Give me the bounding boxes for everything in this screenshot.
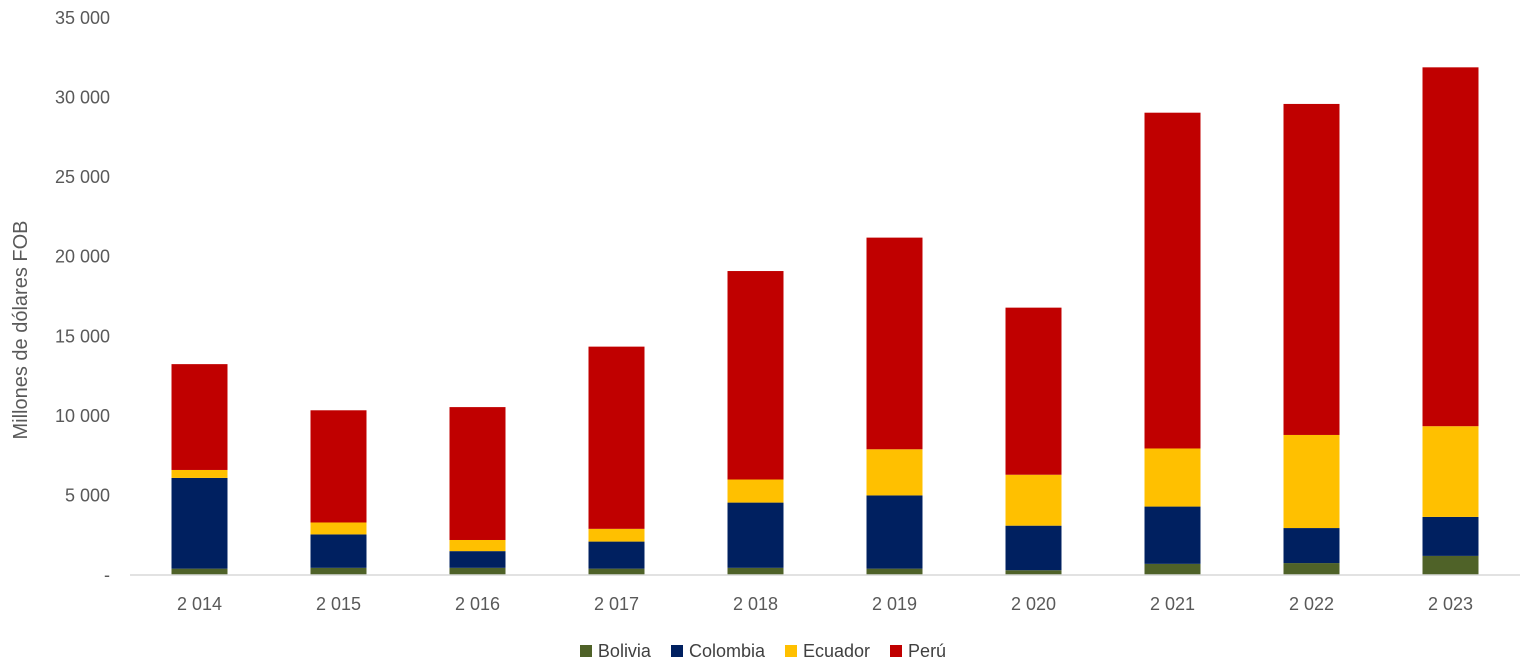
x-axis-ticks: 2 014 2 015 2 016 2 017 2 018 2 019 2 020 2 021… [177,594,1473,614]
bar-segment [867,449,923,495]
x-tick-label: 2 021 [1150,594,1195,614]
x-tick-label: 2 023 [1428,594,1473,614]
y-tick-label: 10 000 [55,406,110,426]
bar-segment [728,503,784,568]
bar-segment [1423,67,1479,426]
bar-segment [1145,564,1201,575]
bar-segment [1145,507,1201,564]
bar-segment [450,407,506,540]
bar-segment [172,470,228,478]
x-tick-label: 2 015 [316,594,361,614]
legend-label: Ecuador [803,641,870,662]
legend-label: Bolivia [598,641,651,662]
x-tick-label: 2 019 [872,594,917,614]
bar-segment [589,529,645,542]
bar-segment [728,480,784,503]
bar-segment [1006,308,1062,475]
legend-swatch [671,645,683,657]
bar-segment [172,478,228,569]
bar-segment [311,534,367,567]
bar-segment [1284,528,1340,563]
legend-item: Bolivia [580,641,651,662]
x-tick-label: 2 018 [733,594,778,614]
x-tick-label: 2 022 [1289,594,1334,614]
bar-segment [589,542,645,569]
y-axis-ticks: - 5 000 10 000 15 000 20 000 25 000 30 000 35 0… [55,8,110,585]
bar-segment [867,569,923,575]
bar-segment [172,364,228,470]
bar-segment [450,540,506,551]
bar-segment [1284,435,1340,528]
bar-segment [172,569,228,575]
y-tick-label: 15 000 [55,326,110,346]
x-tick-label: 2 020 [1011,594,1056,614]
bar-segment [1284,563,1340,575]
y-tick-label: 5 000 [65,485,110,505]
y-axis-label: Millones de dólares FOB [10,221,32,440]
legend-swatch [785,645,797,657]
legend-item: Perú [890,641,946,662]
bar-segment [867,238,923,450]
y-tick-label: 25 000 [55,167,110,187]
x-tick-label: 2 014 [177,594,222,614]
bar-segment [311,568,367,575]
y-tick-label: 35 000 [55,8,110,28]
bar-segment [589,569,645,575]
legend: Bolivia Colombia Ecuador Perú [0,640,1526,662]
bar-segment [728,271,784,479]
bar-segment [450,551,506,568]
legend-item: Ecuador [785,641,870,662]
legend-swatch [890,645,902,657]
y-tick-label: 20 000 [55,247,110,267]
x-tick-label: 2 016 [455,594,500,614]
bar-segment [1145,448,1201,506]
bar-segment [311,410,367,522]
legend-label: Colombia [689,641,765,662]
chart-svg: - 5 000 10 000 15 000 20 000 25 000 30 000 35 0… [0,0,1526,640]
bar-segment [589,347,645,529]
y-tick-label: - [104,565,110,585]
bar-segment [867,495,923,568]
bar-segment [1423,517,1479,556]
bars [172,67,1479,575]
bar-segment [1284,104,1340,435]
y-tick-label: 30 000 [55,88,110,108]
bar-segment [1423,426,1479,517]
bar-segment [311,522,367,534]
legend-label: Perú [908,641,946,662]
bar-segment [450,568,506,575]
bar-segment [1006,475,1062,526]
x-tick-label: 2 017 [594,594,639,614]
bar-segment [1145,113,1201,449]
legend-swatch [580,645,592,657]
legend-item: Colombia [671,641,765,662]
bar-segment [728,568,784,575]
bar-segment [1006,526,1062,571]
bar-segment [1423,556,1479,575]
